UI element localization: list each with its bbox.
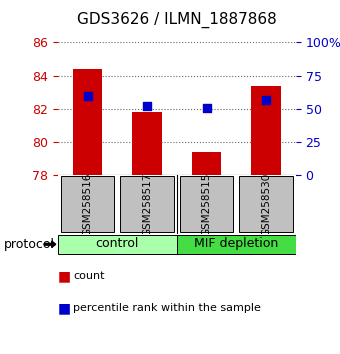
Text: GDS3626 / ILMN_1887868: GDS3626 / ILMN_1887868 — [77, 12, 277, 28]
Text: GSM258515: GSM258515 — [202, 173, 211, 236]
Point — [204, 105, 209, 110]
Bar — [251, 86, 281, 175]
Text: count: count — [73, 271, 105, 281]
Text: GSM258530: GSM258530 — [261, 173, 271, 236]
Point — [144, 103, 150, 109]
Bar — [132, 112, 162, 175]
Text: protocol: protocol — [3, 238, 54, 251]
Bar — [73, 69, 102, 175]
Text: ■: ■ — [58, 269, 71, 283]
Point — [263, 97, 269, 102]
Bar — [192, 152, 221, 175]
Text: ■: ■ — [58, 301, 71, 315]
Text: MIF depletion: MIF depletion — [194, 237, 278, 250]
FancyBboxPatch shape — [58, 235, 177, 254]
Point — [85, 93, 90, 98]
FancyBboxPatch shape — [120, 176, 174, 233]
Text: GSM258516: GSM258516 — [83, 173, 92, 236]
Text: control: control — [96, 237, 139, 250]
FancyBboxPatch shape — [177, 235, 296, 254]
FancyBboxPatch shape — [239, 176, 293, 233]
Text: percentile rank within the sample: percentile rank within the sample — [73, 303, 261, 313]
Text: GSM258517: GSM258517 — [142, 173, 152, 236]
FancyBboxPatch shape — [180, 176, 233, 233]
FancyBboxPatch shape — [61, 176, 114, 233]
